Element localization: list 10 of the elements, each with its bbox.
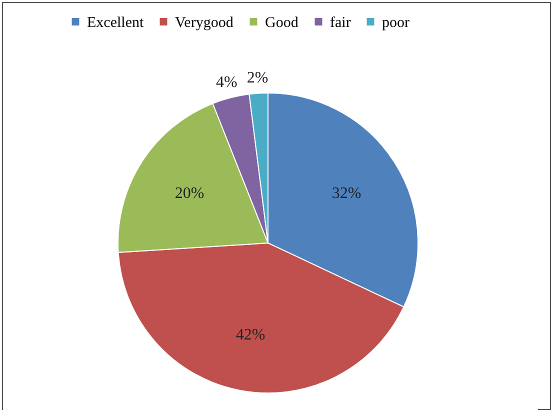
- data-label: 32%: [332, 185, 362, 202]
- legend-label: Excellent: [87, 14, 144, 31]
- data-label: 20%: [174, 185, 204, 202]
- legend-label: Good: [265, 14, 299, 31]
- data-label: 4%: [216, 74, 238, 92]
- data-label: 42%: [236, 326, 266, 344]
- legend-label: fair: [330, 14, 351, 31]
- legend-label: poor: [382, 14, 410, 31]
- data-label: 2%: [246, 69, 268, 86]
- legend-label: Verygood: [175, 14, 234, 31]
